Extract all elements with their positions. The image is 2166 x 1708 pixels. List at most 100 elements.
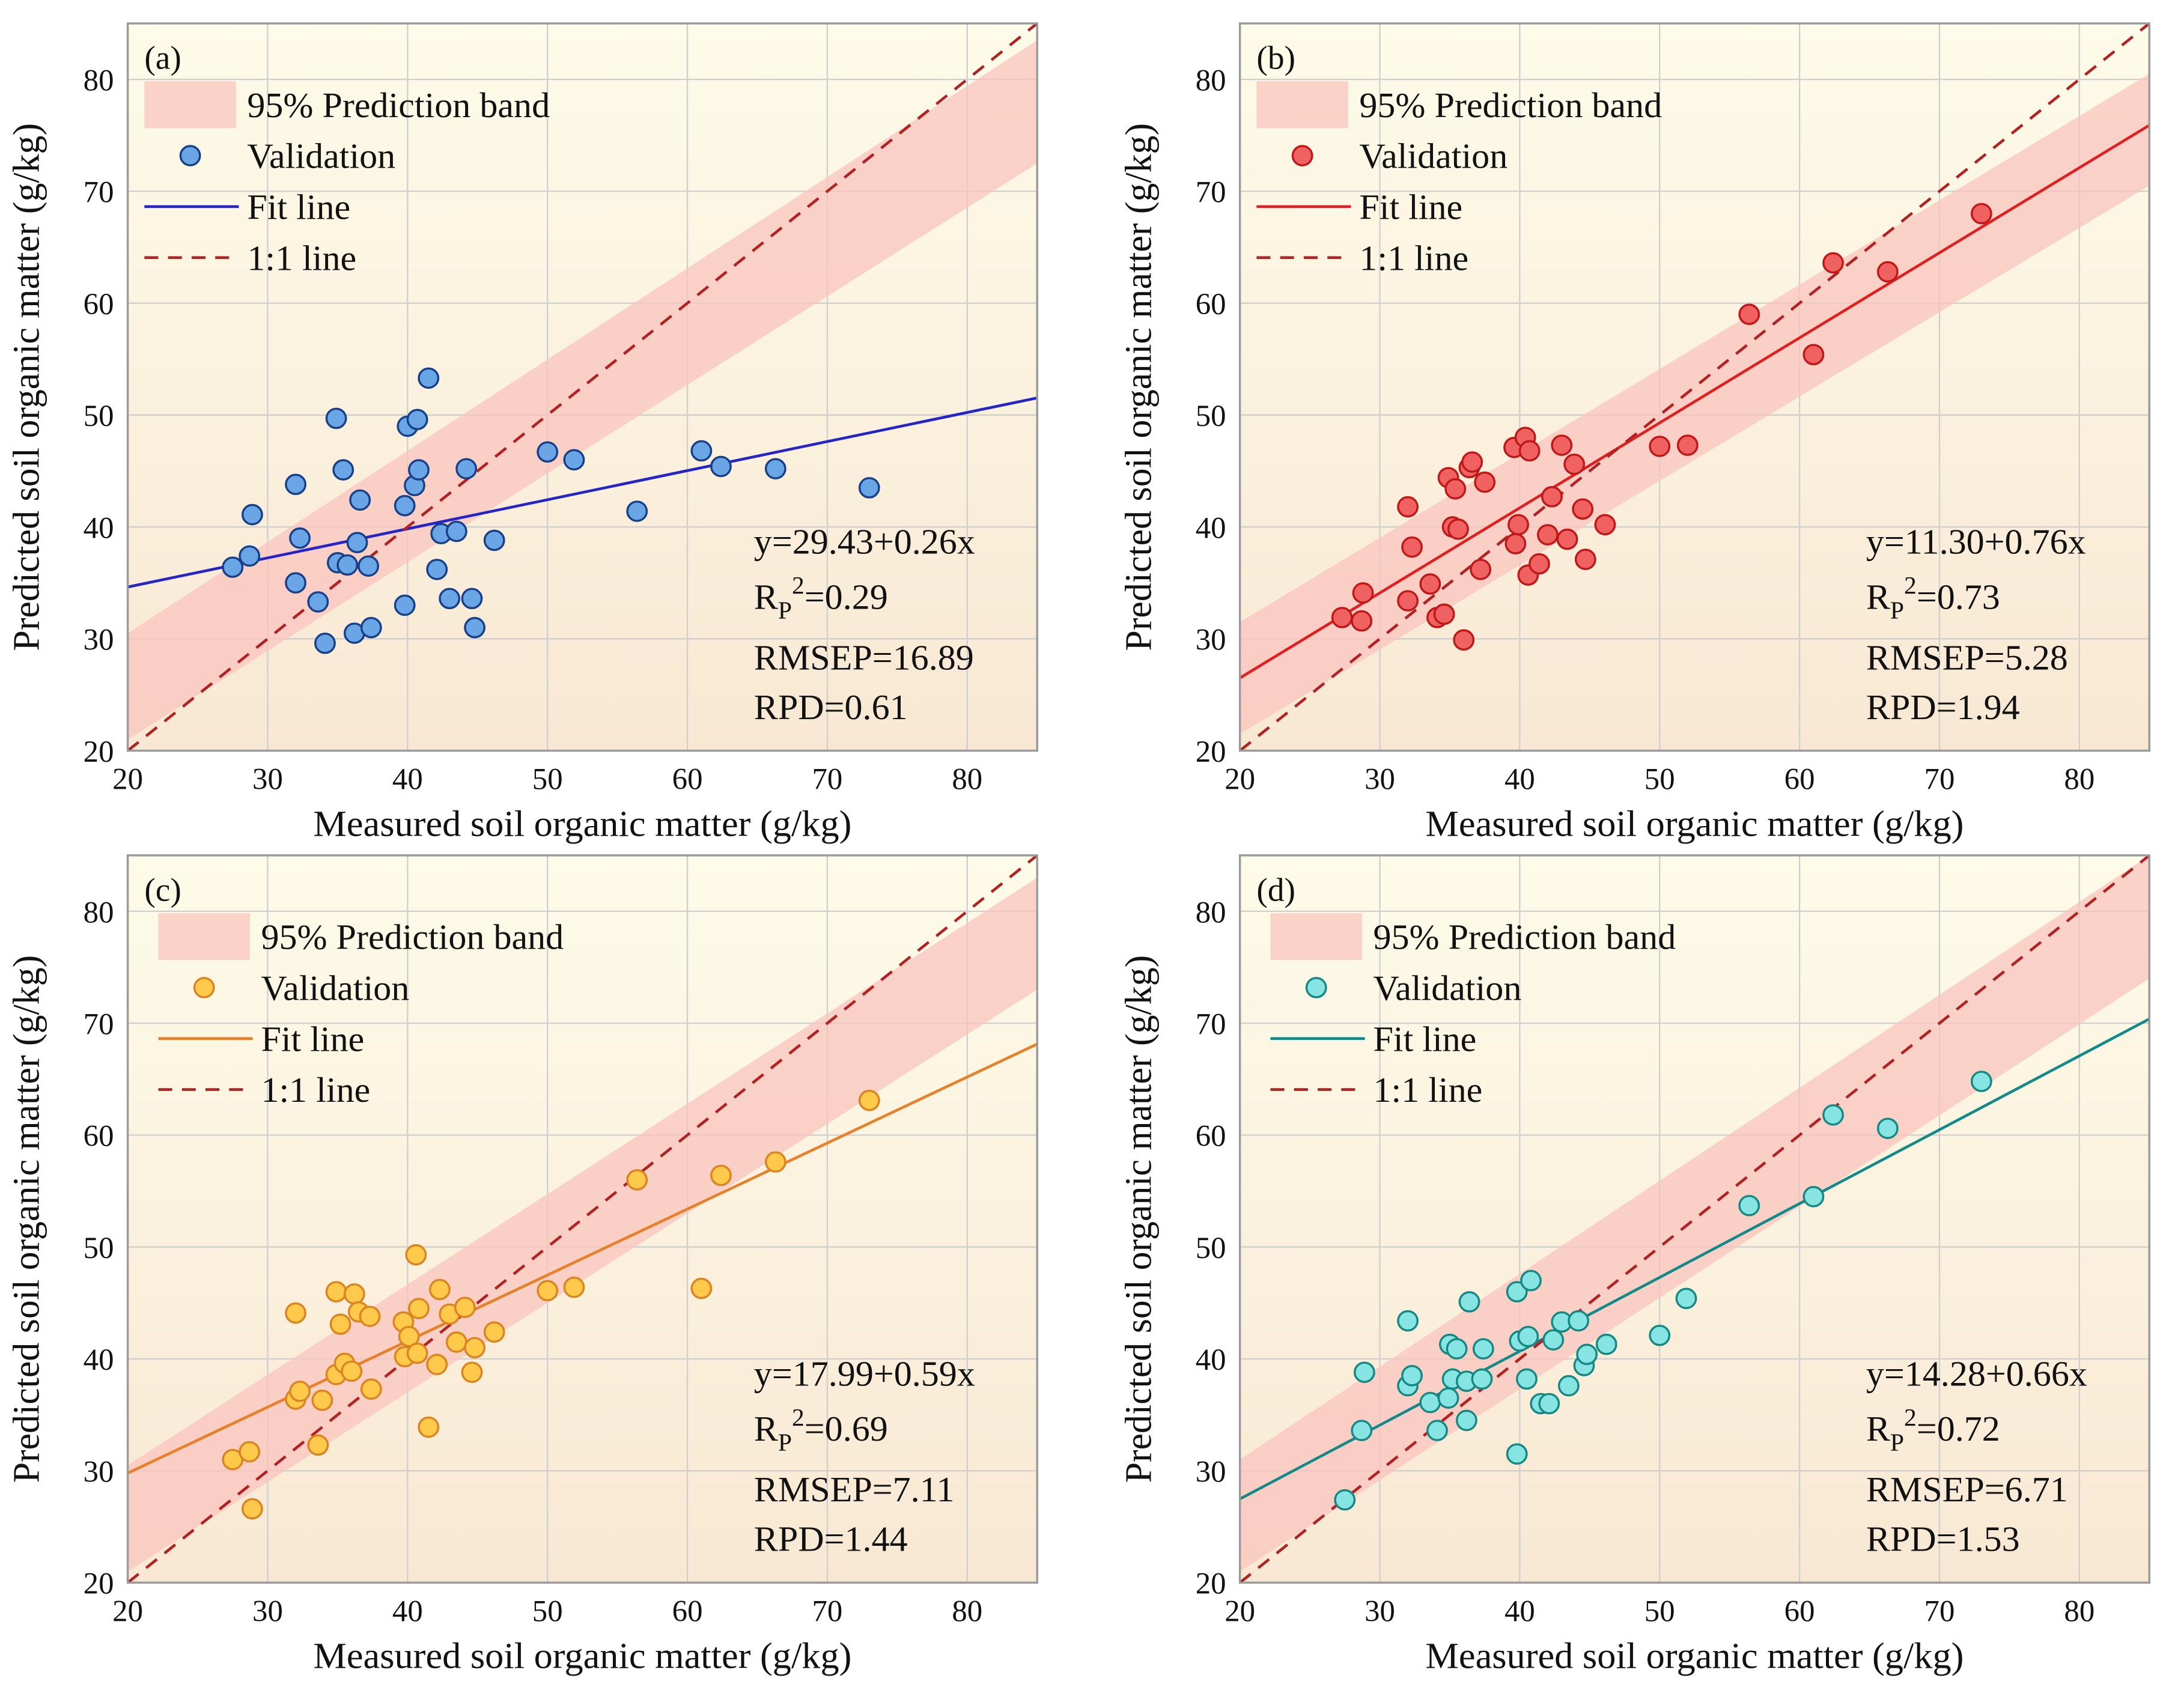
legend-marker xyxy=(1305,977,1327,998)
point xyxy=(1572,498,1594,520)
plot-area xyxy=(127,23,1038,751)
panel: 20 30 40 50 60 70 80 20 30 40 50 60 70 80 (b) 95% Predi… xyxy=(1119,22,2151,845)
y-tick-label: 50 xyxy=(84,399,114,433)
legend-label: Fit line xyxy=(1373,1020,1476,1059)
x-tick-label: 40 xyxy=(1504,762,1535,796)
legend-band-swatch xyxy=(1270,913,1362,961)
point xyxy=(239,545,261,567)
annotation: RMSEP=7.11 xyxy=(754,1469,955,1509)
legend-label: Fit line xyxy=(261,1020,364,1059)
annotation-subscript: P xyxy=(1890,597,1904,624)
point xyxy=(311,1390,333,1411)
y-tick-label: 40 xyxy=(1196,511,1226,545)
point xyxy=(1518,440,1541,462)
point xyxy=(537,1280,559,1302)
point xyxy=(626,500,648,522)
point xyxy=(858,477,880,499)
point xyxy=(1507,514,1529,536)
legend-label: 1:1 line xyxy=(261,1070,370,1110)
point xyxy=(405,1244,427,1266)
point xyxy=(1470,559,1492,580)
annotation: RPD=1.44 xyxy=(754,1519,908,1559)
point xyxy=(1822,1104,1844,1126)
point xyxy=(1504,533,1527,555)
point xyxy=(1397,590,1419,612)
x-tick-label: 60 xyxy=(672,1594,703,1628)
annotation-subscript: P xyxy=(1890,1428,1904,1456)
point xyxy=(1802,1186,1825,1208)
panel-label: (b) xyxy=(1256,40,1295,76)
legend-label: Fit line xyxy=(247,187,350,227)
legend-label: Validation xyxy=(1359,136,1507,176)
x-tick-label: 60 xyxy=(1784,1594,1815,1628)
point xyxy=(1352,582,1374,604)
prediction-band xyxy=(1240,855,2150,1572)
annotation: RMSEP=16.89 xyxy=(754,637,974,677)
x-tick-label: 80 xyxy=(952,1594,982,1628)
point xyxy=(426,1354,448,1375)
annotation-part: =0.72 xyxy=(1917,1409,2000,1448)
point xyxy=(357,555,380,577)
panel: 20 30 40 50 60 70 80 20 30 40 50 60 70 80 (d) 95% Predi… xyxy=(1119,854,2151,1677)
y-tick-label: 20 xyxy=(1196,735,1226,768)
y-tick-label: 70 xyxy=(1196,175,1226,209)
point xyxy=(1351,610,1373,632)
point xyxy=(764,458,786,479)
identity-line xyxy=(127,23,1038,751)
point xyxy=(360,1378,382,1400)
annotation-superscript: 2 xyxy=(792,571,805,599)
point xyxy=(332,459,354,481)
point xyxy=(1541,486,1563,508)
y-tick-label: 70 xyxy=(84,175,114,209)
annotation-superscript: 2 xyxy=(792,1403,805,1431)
point xyxy=(858,1089,880,1111)
point xyxy=(1401,536,1423,558)
y-tick-label: 60 xyxy=(1196,287,1226,321)
point xyxy=(1334,1489,1356,1511)
y-tick-label: 60 xyxy=(84,1119,114,1153)
point xyxy=(307,1434,329,1456)
point xyxy=(1461,451,1483,473)
y-axis-label: Predicted soil organic matter (g/kg) xyxy=(6,123,47,651)
annotation: RPD=1.53 xyxy=(1866,1519,2020,1559)
point xyxy=(1557,1375,1580,1397)
x-tick-label: 40 xyxy=(392,762,423,796)
annotation-part: =0.69 xyxy=(805,1409,888,1448)
point xyxy=(1649,436,1671,457)
annotation: y=29.43+0.26x xyxy=(754,522,975,562)
annotation: y=11.30+0.76x xyxy=(1866,522,2086,562)
plot-area xyxy=(1240,855,2150,1583)
point xyxy=(1397,496,1419,518)
point xyxy=(289,1381,311,1402)
prediction-band xyxy=(127,878,1038,1572)
x-tick-label: 50 xyxy=(1644,762,1675,796)
point xyxy=(1453,629,1475,651)
y-tick-label: 50 xyxy=(1196,399,1226,433)
y-tick-label: 80 xyxy=(84,895,114,929)
x-tick-label: 70 xyxy=(1924,1594,1955,1628)
annotation: y=17.99+0.59x xyxy=(754,1354,975,1394)
point xyxy=(359,1305,381,1327)
point xyxy=(1563,453,1586,475)
annotation: RMSEP=5.28 xyxy=(1866,637,2068,677)
legend-label: 95% Prediction band xyxy=(1373,917,1676,957)
point xyxy=(307,591,329,613)
x-tick-label: 50 xyxy=(1644,1594,1675,1628)
x-axis-label: Measured soil organic matter (g/kg) xyxy=(1425,1636,1964,1677)
point xyxy=(1433,603,1455,625)
annotation-superscript: 2 xyxy=(1904,571,1917,599)
legend-band-swatch xyxy=(158,913,250,961)
point xyxy=(285,572,306,594)
point xyxy=(461,1361,483,1383)
y-tick-label: 20 xyxy=(1196,1567,1226,1600)
y-tick-label: 50 xyxy=(84,1231,114,1265)
legend-label: Validation xyxy=(1373,968,1521,1008)
x-axis-label: Measured soil organic matter (g/kg) xyxy=(313,1636,851,1677)
point xyxy=(325,1281,347,1302)
y-tick-label: 60 xyxy=(84,287,114,321)
annotation: RPD=0.61 xyxy=(754,687,908,727)
point xyxy=(1444,478,1467,500)
y-tick-label: 30 xyxy=(84,1455,114,1489)
plot-frame xyxy=(126,22,1038,752)
y-tick-label: 50 xyxy=(1196,1231,1226,1265)
